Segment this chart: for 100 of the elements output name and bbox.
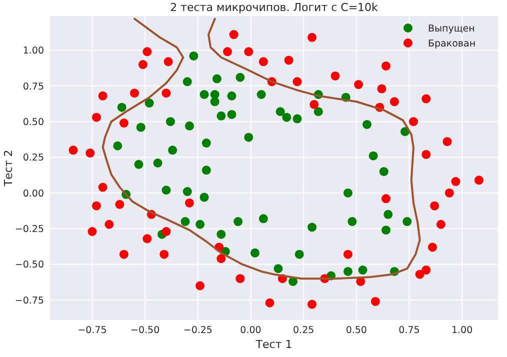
- point: [216, 254, 226, 264]
- point: [234, 217, 243, 226]
- point: [308, 300, 317, 309]
- y-tick-label: −0.25: [14, 224, 44, 235]
- point: [216, 111, 226, 120]
- x-tick-label: 0.25: [293, 325, 314, 336]
- point: [202, 166, 211, 175]
- point: [258, 57, 268, 66]
- y-tick-label: −0.75: [14, 295, 44, 306]
- point: [162, 186, 171, 195]
- point: [68, 146, 78, 155]
- point: [250, 248, 260, 258]
- point: [160, 250, 169, 259]
- point: [451, 177, 460, 186]
- point: [210, 97, 220, 106]
- point: [390, 97, 399, 106]
- point: [216, 230, 226, 239]
- point: [292, 77, 302, 86]
- point: [182, 77, 192, 86]
- point: [200, 192, 209, 202]
- point: [119, 250, 128, 259]
- point: [310, 100, 319, 109]
- point: [142, 47, 152, 56]
- point: [343, 250, 352, 259]
- point: [180, 217, 190, 226]
- point: [196, 220, 205, 229]
- point: [382, 61, 390, 70]
- point: [223, 47, 232, 56]
- point: [92, 201, 101, 210]
- point: [86, 148, 95, 158]
- point: [98, 182, 108, 192]
- point: [138, 60, 148, 70]
- point: [189, 51, 198, 60]
- point: [236, 274, 245, 284]
- point: [256, 90, 266, 99]
- point: [117, 102, 126, 112]
- point: [330, 71, 340, 80]
- point: [402, 217, 412, 226]
- point: [436, 220, 446, 229]
- point: [244, 47, 254, 56]
- point: [415, 270, 424, 279]
- x-axis-title: Тест 1: [254, 338, 292, 351]
- point: [196, 281, 205, 290]
- point: [98, 91, 108, 100]
- y-tick-label: 0.50: [22, 116, 44, 128]
- point: [184, 121, 194, 130]
- point: [227, 110, 236, 119]
- point: [227, 91, 236, 100]
- line-series: [102, 18, 421, 280]
- legend-label: Выпущен: [428, 23, 475, 34]
- point: [294, 250, 304, 259]
- point: [362, 120, 372, 129]
- point: [212, 74, 222, 84]
- point: [166, 117, 175, 126]
- point: [384, 210, 393, 219]
- point: [382, 194, 390, 204]
- point: [130, 88, 140, 98]
- point: [282, 112, 292, 122]
- y-tick-label: 0.00: [22, 188, 44, 200]
- point: [142, 234, 152, 244]
- point: [134, 160, 144, 169]
- point: [368, 151, 378, 160]
- point: [202, 138, 211, 148]
- point: [422, 94, 431, 104]
- point: [276, 107, 285, 116]
- point: [265, 298, 274, 308]
- point: [382, 226, 390, 235]
- x-tick-label: −0.25: [183, 325, 212, 336]
- point: [162, 88, 171, 98]
- point: [200, 90, 209, 99]
- point: [162, 227, 171, 236]
- point: [153, 158, 162, 168]
- legend-label: Бракован: [428, 38, 476, 50]
- point: [92, 112, 101, 122]
- point: [144, 98, 154, 108]
- chart-title: 2 теста микрочипов. Логит с C=10k: [170, 1, 379, 14]
- point: [358, 266, 368, 275]
- x-tick-label: 1.00: [451, 325, 473, 336]
- point: [113, 141, 122, 150]
- point: [119, 118, 128, 128]
- point: [474, 176, 484, 185]
- point: [370, 296, 380, 306]
- point: [444, 188, 454, 198]
- point: [168, 146, 178, 155]
- point: [343, 266, 352, 276]
- y-tick-label: −0.50: [14, 260, 44, 271]
- point: [292, 114, 302, 124]
- point: [428, 242, 437, 252]
- point: [236, 72, 245, 82]
- point: [258, 214, 268, 224]
- point: [422, 266, 431, 275]
- y-tick-label: 1.00: [22, 46, 44, 57]
- y-axis-title: Тест 2: [2, 150, 15, 188]
- point: [115, 200, 124, 209]
- point: [182, 187, 192, 196]
- y-tick-label: 0.25: [22, 152, 44, 164]
- point: [104, 220, 114, 229]
- y-tick-label: 0.75: [22, 81, 44, 92]
- point: [244, 132, 254, 142]
- point: [88, 227, 97, 236]
